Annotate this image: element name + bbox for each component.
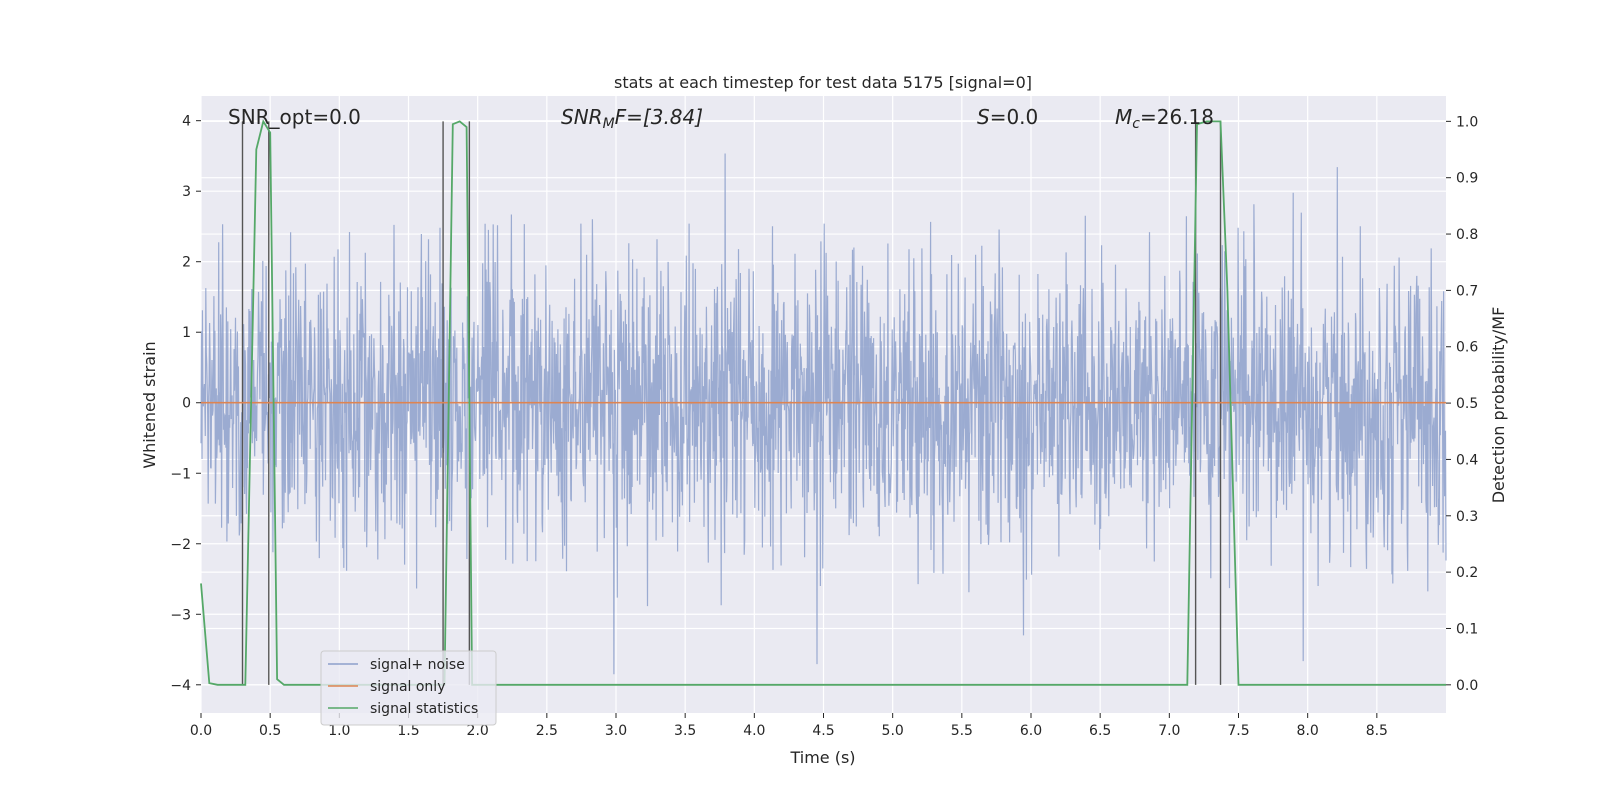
annotation-snr-mf-main: SNR	[561, 105, 603, 129]
y-tick-label-6: 2	[182, 255, 191, 271]
x-axis-ticks: 0.0 0.5 1.0 1.5 2.0 2.5 3.0 3.5 4.0 4.5 5.0 5.5 6.0 6…	[190, 713, 1388, 739]
legend: signal+ noise signal only signal statist…	[320, 650, 497, 726]
signal-noise-line	[200, 153, 1447, 675]
annotation-snr-mf-sub: M	[603, 116, 615, 132]
annotation-mc-sub: c	[1132, 116, 1140, 132]
y-tick-label-4: 0	[182, 396, 191, 412]
annotation-s-main: S	[977, 105, 990, 129]
x-tick-label-17: 8.5	[1366, 723, 1388, 739]
x-tick-label-7: 3.5	[674, 723, 696, 739]
y-axis-ticks: −4 −3 −2 −1 0 1 2 3 4	[170, 114, 201, 694]
legend-label-signal-statistics: signal statistics	[370, 701, 478, 717]
x-axis-label: Time (s)	[789, 748, 855, 767]
series-signal-statistics	[200, 119, 1446, 686]
y-right-tick-label-9: 0.9	[1456, 171, 1478, 187]
y-tick-label-0: −4	[170, 678, 191, 694]
y-right-tick-label-2: 0.2	[1456, 565, 1478, 581]
legend-label-signal-only: signal only	[370, 679, 445, 695]
y-right-tick-label-6: 0.6	[1456, 340, 1478, 356]
y-tick-label-2: −2	[170, 537, 191, 553]
y-right-axis-ticks: 0.0 0.1 0.2 0.3 0.4 0.5 0.6 0.7 0.8 0.9 1.0	[1446, 114, 1478, 694]
annotation-s: S=0.0	[977, 105, 1038, 129]
annotation-snr-mf-rest: F=[3.84]	[615, 105, 703, 129]
legend-label-signal-noise: signal+ noise	[370, 657, 465, 673]
x-tick-label-15: 7.5	[1227, 723, 1249, 739]
chart-title: stats at each timestep for test data 517…	[614, 73, 1032, 92]
x-tick-label-14: 7.0	[1158, 723, 1180, 739]
x-tick-label-12: 6.0	[1020, 723, 1042, 739]
y-tick-label-3: −1	[170, 466, 191, 482]
annotation-mc: Mc=26.18	[1115, 105, 1214, 132]
y-right-tick-label-10: 1.0	[1456, 114, 1478, 130]
y-right-tick-label-4: 0.4	[1456, 452, 1478, 468]
annotation-snr-mf: SNRMF=[3.84]	[561, 105, 703, 132]
annotation-mc-main: M	[1115, 105, 1132, 129]
x-tick-label-3: 1.5	[397, 723, 419, 739]
x-tick-label-11: 5.5	[951, 723, 973, 739]
x-tick-label-10: 5.0	[882, 723, 904, 739]
annotation-s-rest: =0.0	[990, 105, 1039, 129]
y-tick-label-8: 4	[182, 114, 191, 130]
annotation-snr-opt: SNR_opt=0.0	[228, 105, 361, 129]
x-tick-label-9: 4.5	[812, 723, 834, 739]
x-tick-label-2: 1.0	[328, 723, 350, 739]
x-tick-label-8: 4.0	[743, 723, 765, 739]
x-tick-label-4: 2.0	[467, 723, 489, 739]
y-tick-label-7: 3	[182, 184, 191, 200]
y-tick-label-1: −3	[170, 607, 191, 623]
y-right-axis-label: Detection probability/MF	[1489, 307, 1508, 504]
y-right-tick-label-3: 0.3	[1456, 509, 1478, 525]
x-tick-label-16: 8.0	[1297, 723, 1319, 739]
x-tick-label-6: 3.0	[605, 723, 627, 739]
y-right-tick-label-5: 0.5	[1456, 396, 1478, 412]
y-right-tick-label-1: 0.1	[1456, 621, 1478, 637]
y-tick-label-5: 1	[182, 325, 191, 341]
series-signal-noise	[200, 153, 1447, 675]
x-tick-label-13: 6.5	[1089, 723, 1111, 739]
y-right-tick-label-7: 0.7	[1456, 283, 1478, 299]
legend-box	[320, 650, 497, 726]
signal-statistics-line	[200, 119, 1446, 686]
y-right-tick-label-8: 0.8	[1456, 227, 1478, 243]
y-right-tick-label-0: 0.0	[1456, 678, 1478, 694]
y-axis-label: Whitened strain	[140, 341, 159, 468]
annotation-mc-rest: =26.18	[1140, 105, 1214, 129]
x-tick-label-1: 0.5	[259, 723, 281, 739]
x-tick-label-5: 2.5	[536, 723, 558, 739]
x-tick-label-0: 0.0	[190, 723, 212, 739]
